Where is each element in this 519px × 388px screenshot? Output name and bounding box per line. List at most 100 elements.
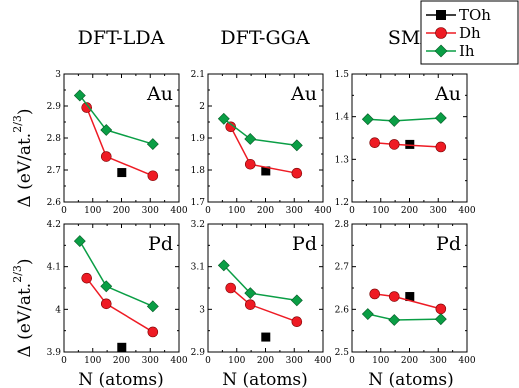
x-tick-label: 300 [142, 206, 159, 216]
point-dh [435, 141, 447, 153]
point-ih [146, 138, 159, 151]
point-ih [388, 115, 401, 127]
y-tick-label: 2.9 [191, 348, 206, 358]
point-toh [405, 292, 415, 302]
point-toh [261, 332, 271, 342]
panel-tag-pd: Pd [436, 233, 461, 255]
x-tick-label: 200 [257, 206, 274, 216]
svg-text:Δ (eV/at.2/3): Δ (eV/at.2/3) [11, 258, 35, 357]
panel-pd-1-0: 0 100 200 300 400 3.9 4 4.1 4.2 Pd [47, 220, 188, 366]
point-ih [361, 113, 374, 126]
panel-tag-pd: Pd [148, 233, 173, 255]
point-ih [434, 313, 447, 326]
x-tick-label: 300 [430, 206, 447, 216]
point-ih [100, 280, 113, 293]
legend-entry-ih: Ih [426, 42, 475, 60]
legend-label-ih: Ih [459, 42, 475, 60]
point-ih [73, 235, 86, 247]
y-tick-label: 1.4 [335, 113, 350, 123]
x-tick-label: 400 [314, 206, 331, 216]
y-tick-label: 3 [199, 305, 205, 315]
point-dh [388, 139, 400, 150]
y-tick-label: 3.2 [191, 220, 205, 230]
y-tick-label: 1.8 [191, 166, 206, 176]
x-tick-label: 0 [61, 356, 67, 366]
x-axis-label-col3: N (atoms) [368, 370, 454, 388]
x-tick-label: 200 [113, 356, 130, 366]
point-dh [244, 299, 256, 310]
point-ih [244, 133, 257, 145]
x-tick-label: 0 [349, 206, 355, 216]
series-line-dh [86, 277, 154, 333]
legend-entry-toh: TOh [426, 6, 491, 24]
series-line-ih [79, 240, 154, 308]
point-toh [405, 139, 415, 149]
point-dh [147, 326, 159, 338]
x-tick-label: 300 [142, 356, 159, 366]
point-ih [388, 314, 401, 326]
legend-entry-dh: Dh [426, 24, 481, 42]
panel-tag-pd: Pd [292, 233, 317, 255]
x-tick-label: 100 [228, 206, 245, 216]
x-tick-label: 200 [113, 206, 130, 216]
y-tick-label: 1.3 [335, 155, 350, 165]
x-tick-label: 100 [228, 356, 245, 366]
legend-marker-dh [435, 27, 447, 39]
y-tick-label: 1.5 [335, 70, 350, 80]
point-ih [73, 89, 86, 102]
y-tick-label: 1.7 [191, 198, 206, 208]
x-tick-label: 0 [349, 356, 355, 366]
y-tick-label: 2.8 [47, 134, 62, 144]
point-toh [261, 166, 271, 176]
column-title-dft-gga: DFT-GGA [220, 27, 309, 49]
series-line-ih [367, 117, 441, 122]
x-tick-label: 300 [430, 356, 447, 366]
legend-marker-ih [434, 44, 448, 58]
point-dh [100, 298, 112, 310]
y-tick-label: 2.6 [47, 198, 62, 208]
y-tick-label: 2.5 [335, 348, 350, 358]
y-tick-label: 4.1 [47, 263, 61, 273]
panel-tag-au: Au [434, 83, 461, 105]
x-tick-label: 400 [458, 356, 475, 366]
point-ih [217, 259, 230, 272]
x-tick-label: 300 [286, 356, 303, 366]
point-dh [225, 282, 237, 294]
point-dh [81, 102, 93, 113]
y-tick-label: 2 [199, 102, 205, 112]
x-tick-label: 400 [458, 206, 475, 216]
point-dh [291, 316, 303, 328]
column-title-dft-lda: DFT-LDA [78, 27, 165, 49]
point-dh [225, 121, 237, 133]
y-axis-label-bottom: Δ (eV/at.2/3) [11, 258, 35, 357]
y-tick-label: 1.2 [335, 198, 349, 208]
point-dh [81, 272, 93, 284]
x-tick-label: 100 [84, 356, 101, 366]
y-tick-label: 2.6 [335, 305, 350, 315]
series-line-ih [223, 118, 297, 147]
panel-au-0-1: 0 100 200 300 400 1.7 1.8 1.9 2 2.1 Au [191, 70, 332, 216]
point-dh [369, 137, 381, 148]
panel-au-0-0: 0 100 200 300 400 2.6 2.7 2.8 2.9 3 Au [47, 70, 188, 216]
y-tick-label: 2.8 [335, 220, 350, 230]
series-line-dh [230, 287, 298, 323]
panel-pd-1-2: 0 100 200 300 400 2.5 2.6 2.7 2.8 Pd [335, 220, 476, 366]
y-axis-label-top: Δ (eV/at.2/3) [11, 108, 35, 207]
point-toh [117, 168, 127, 178]
x-tick-label: 0 [61, 206, 67, 216]
x-tick-label: 200 [401, 206, 418, 216]
point-ih [244, 287, 257, 300]
y-tick-label: 4.2 [47, 220, 61, 230]
series-line-ih [223, 264, 297, 302]
x-axis-label-col2: N (atoms) [222, 370, 308, 388]
point-dh [388, 291, 400, 302]
y-tick-label: 2.1 [191, 70, 205, 80]
x-tick-label: 100 [372, 206, 389, 216]
x-tick-label: 400 [170, 206, 187, 216]
point-dh [369, 288, 381, 300]
x-tick-label: 100 [372, 356, 389, 366]
point-dh [244, 158, 256, 170]
point-toh [117, 342, 127, 352]
